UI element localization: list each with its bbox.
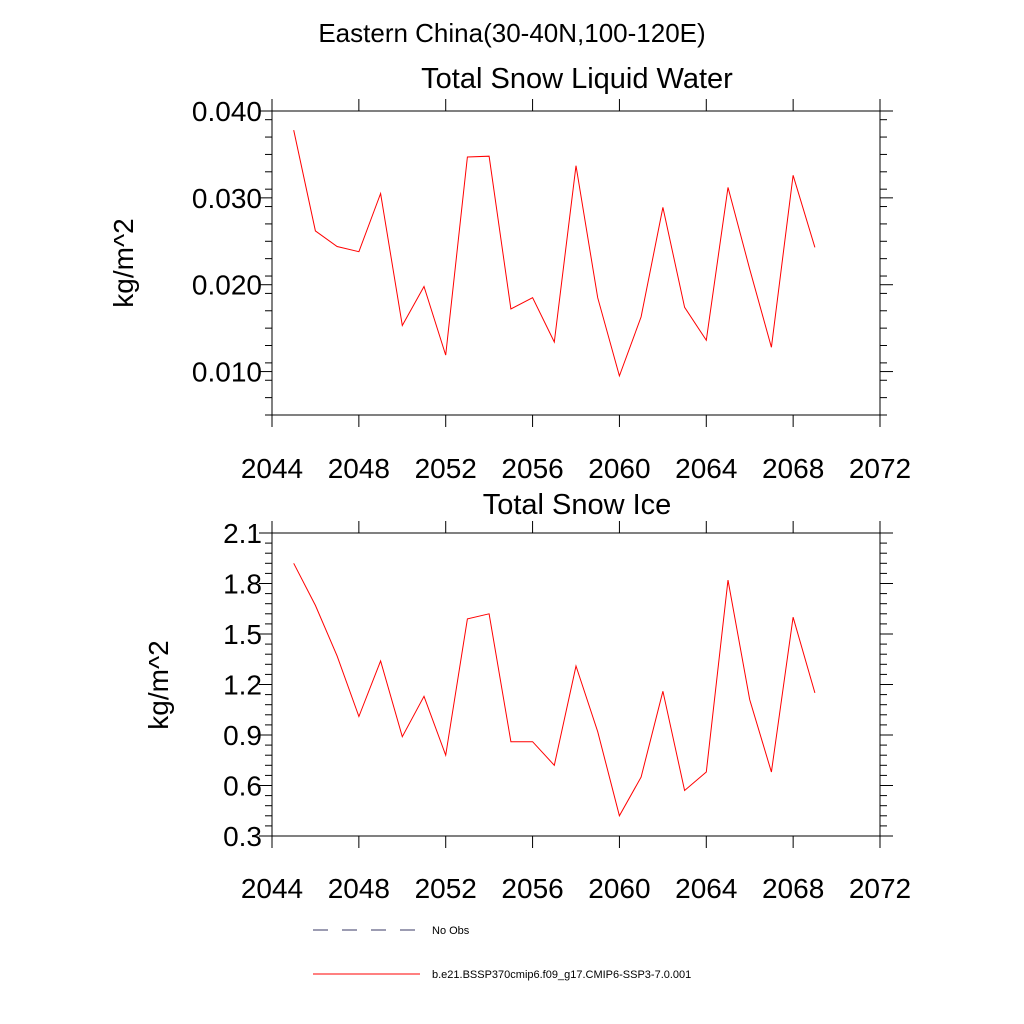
x-tick-label: 2056 (501, 453, 563, 484)
x-tick-label: 2060 (588, 873, 650, 904)
x-tick-label: 2052 (415, 453, 477, 484)
panel-snow-liquid-water: Total Snow Liquid Water kg/m^2 2044 2048 2… (108, 63, 911, 484)
y-tick-label: 1.2 (223, 670, 262, 701)
y-tick-label: 0.020 (192, 270, 262, 301)
plot-frame (271, 110, 881, 416)
x-tick-label: 2064 (675, 873, 737, 904)
panel-snow-ice: Total Snow Ice kg/m^2 2044 2048 2052 2056 20… (143, 489, 911, 904)
y-tick-label: 2.1 (223, 518, 262, 549)
y-tick-label: 0.040 (192, 96, 262, 127)
y-axis-label: kg/m^2 (143, 640, 174, 729)
x-tick-label: 2056 (501, 873, 563, 904)
y-tick-label: 1.8 (223, 569, 262, 600)
legend-label-no-obs: No Obs (432, 925, 470, 937)
plot-frame (271, 532, 881, 837)
y-tick-label: 0.030 (192, 183, 262, 214)
legend-label-model-run: b.e21.BSSP370cmip6.f09_g17.CMIP6-SSP3-7.… (432, 969, 691, 981)
y-tick-label: 0.9 (223, 720, 262, 751)
x-tick-label: 2068 (762, 453, 824, 484)
x-tick-label: 2060 (588, 453, 650, 484)
x-tick-label: 2044 (241, 873, 303, 904)
x-tick-label: 2072 (849, 453, 911, 484)
panel-title: Total Snow Liquid Water (421, 63, 733, 95)
x-tick-label: 2064 (675, 453, 737, 484)
x-tick-label: 2052 (415, 873, 477, 904)
series-line (293, 563, 816, 818)
panel-title: Total Snow Ice (483, 489, 672, 521)
x-tick-label: 2072 (849, 873, 911, 904)
x-tick-label: 2044 (241, 453, 303, 484)
x-tick-label: 2048 (328, 453, 390, 484)
y-tick-label: 0.010 (192, 357, 262, 388)
legend: No Obs b.e21.BSSP370cmip6.f09_g17.CMIP6-… (313, 925, 691, 981)
y-tick-label: 0.6 (223, 771, 262, 802)
series-line (293, 129, 816, 378)
x-tick-label: 2068 (762, 873, 824, 904)
y-axis-label: kg/m^2 (108, 218, 139, 307)
y-tick-label: 0.3 (223, 821, 262, 852)
figure-suptitle: Eastern China(30-40N,100-120E) (318, 18, 705, 48)
x-tick-label: 2048 (328, 873, 390, 904)
y-tick-label: 1.5 (223, 619, 262, 650)
